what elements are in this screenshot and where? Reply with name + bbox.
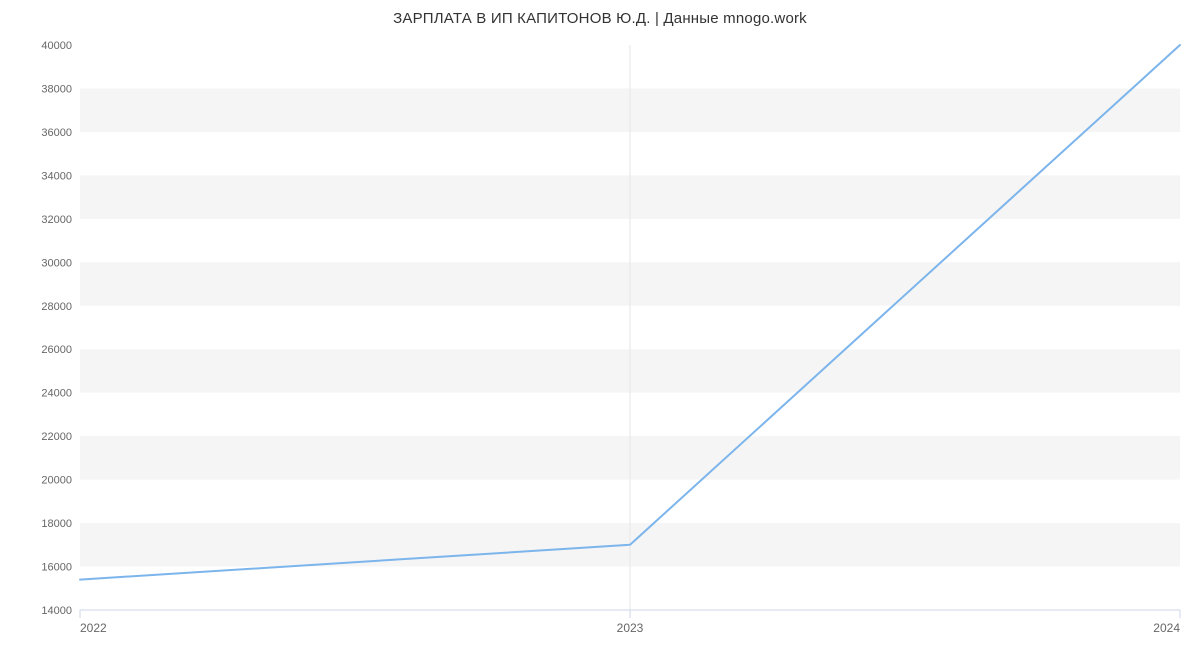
y-tick-label: 30000 [41, 257, 72, 269]
x-tick-label: 2024 [1153, 621, 1180, 635]
y-tick-label: 36000 [41, 127, 72, 139]
x-tick-label: 2022 [80, 621, 107, 635]
y-tick-label: 34000 [41, 170, 72, 182]
y-tick-label: 26000 [41, 344, 72, 356]
y-tick-label: 32000 [41, 214, 72, 226]
y-tick-label: 24000 [41, 388, 72, 400]
y-tick-label: 22000 [41, 431, 72, 443]
x-tick-label: 2023 [617, 621, 644, 635]
chart-canvas: 14000 16000 18000 20000 22000 24000 26000 28000… [0, 0, 1200, 650]
y-tick-label: 16000 [41, 562, 72, 574]
y-tick-label: 20000 [41, 475, 72, 487]
y-tick-label: 14000 [41, 605, 72, 617]
y-tick-label: 40000 [41, 40, 72, 52]
y-tick-label: 28000 [41, 301, 72, 313]
salary-chart: ЗАРПЛАТА В ИП КАПИТОНОВ Ю.Д. | Данные mn… [0, 0, 1200, 650]
y-tick-label: 38000 [41, 83, 72, 95]
y-tick-label: 18000 [41, 518, 72, 530]
